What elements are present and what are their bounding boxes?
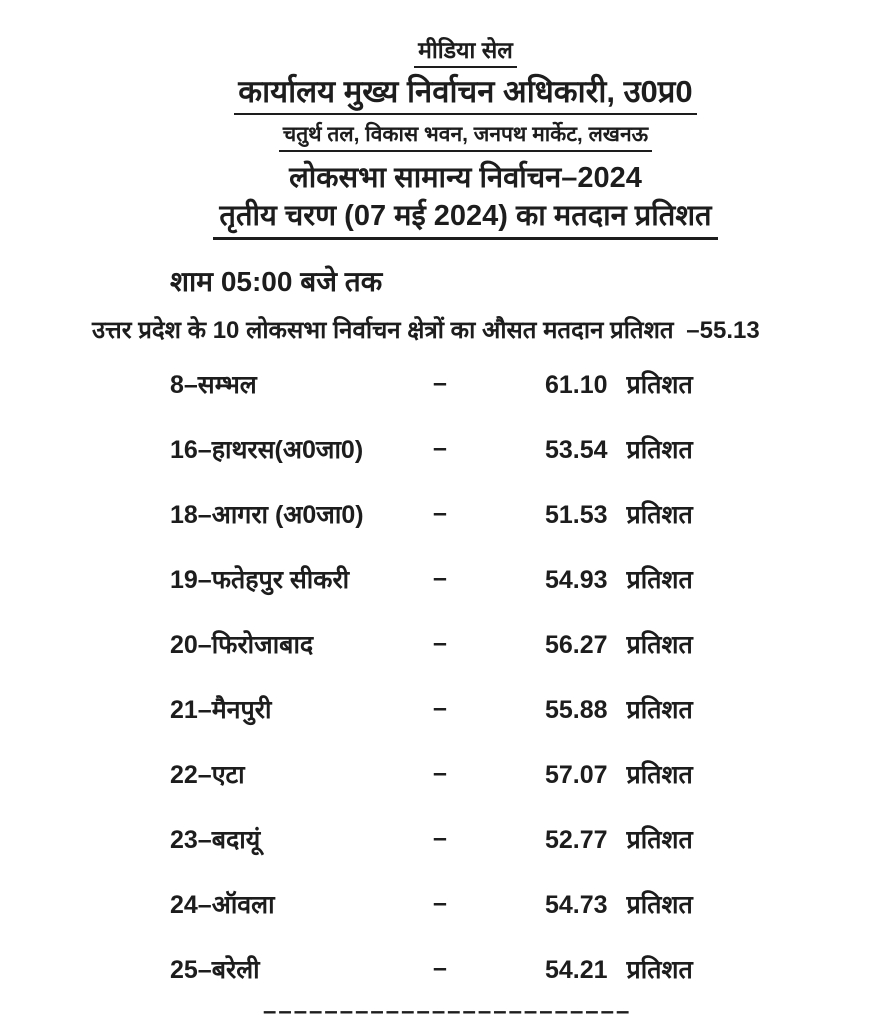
percent-value: 52.77 <box>545 825 608 854</box>
table-row: 24–ऑवला – 54.73 प्रतिशत <box>0 871 869 936</box>
constituency-label: 24–ऑवला <box>170 890 275 919</box>
percent-value: 53.54 <box>545 435 608 464</box>
summary-text: उत्तर प्रदेश के 10 लोकसभा निर्वाचन क्षेत… <box>92 317 674 344</box>
letterhead: मीडिया सेल कार्यालय मुख्य निर्वाचन अधिका… <box>0 0 869 152</box>
summary-average-value: –55.13 <box>686 317 760 344</box>
time-note: शाम 05:00 बजे तक <box>170 266 383 297</box>
percent-value: 56.27 <box>545 630 608 659</box>
dash-separator: – <box>433 629 447 657</box>
dash-separator: – <box>433 824 447 852</box>
constituency-label: 25–बरेली <box>170 955 260 984</box>
percent-value: 61.10 <box>545 370 608 399</box>
constituency-label: 8–सम्भल <box>170 370 257 399</box>
percent-unit: प्रतिशत <box>626 825 693 854</box>
dash-separator: – <box>433 434 447 462</box>
table-row: 21–मैनपुरी – 55.88 प्रतिशत <box>0 676 869 741</box>
percent-unit: प्रतिशत <box>626 630 693 659</box>
dash-separator: – <box>433 889 447 917</box>
table-row: 16–हाथरस(अ0जा0) – 53.54 प्रतिशत <box>0 416 869 481</box>
results-table: 8–सम्भल – 61.10 प्रतिशत 16–हाथरस(अ0जा0) … <box>0 351 869 1001</box>
percent-unit: प्रतिशत <box>626 435 693 464</box>
letterhead-address-line: चतुर्थ तल, विकास भवन, जनपथ मार्केट, लखनऊ <box>62 122 869 152</box>
constituency-label: 20–फिरोजाबाद <box>170 630 314 659</box>
percent-value: 55.88 <box>545 695 608 724</box>
summary-line: उत्तर प्रदेश के 10 लोकसभा निर्वाचन क्षेत… <box>92 314 869 347</box>
letterhead-office-line: कार्यालय मुख्य निर्वाचन अधिकारी, उ0प्र0 <box>62 73 869 115</box>
percent-cell: 57.07 प्रतिशत <box>545 757 693 791</box>
percent-unit: प्रतिशत <box>626 500 693 529</box>
percent-cell: 54.21 प्रतिशत <box>545 952 693 986</box>
percent-value: 51.53 <box>545 500 608 529</box>
table-row: 22–एटा – 57.07 प्रतिशत <box>0 741 869 806</box>
percent-cell: 54.73 प्रतिशत <box>545 887 693 921</box>
percent-unit: प्रतिशत <box>626 370 693 399</box>
percent-unit: प्रतिशत <box>626 890 693 919</box>
phase-title: तृतीय चरण (07 मई 2024) का मतदान प्रतिशत <box>213 198 718 240</box>
percent-unit: प्रतिशत <box>626 760 693 789</box>
dash-separator: – <box>433 369 447 397</box>
dash-separator: – <box>433 954 447 982</box>
table-row: 18–आगरा (अ0जा0) – 51.53 प्रतिशत <box>0 481 869 546</box>
percent-value: 57.07 <box>545 760 608 789</box>
constituency-label: 22–एटा <box>170 760 245 789</box>
percent-cell: 61.10 प्रतिशत <box>545 367 693 401</box>
percent-unit: प्रतिशत <box>626 565 693 594</box>
percent-cell: 51.53 प्रतिशत <box>545 497 693 531</box>
dash-separator: – <box>433 499 447 527</box>
constituency-label: 23–बदायूं <box>170 825 261 854</box>
percent-cell: 55.88 प्रतिशत <box>545 692 693 726</box>
constituency-label: 21–मैनपुरी <box>170 695 272 724</box>
percent-unit: प्रतिशत <box>626 695 693 724</box>
dash-separator: – <box>433 564 447 592</box>
percent-unit: प्रतिशत <box>626 955 693 984</box>
table-row: 20–फिरोजाबाद – 56.27 प्रतिशत <box>0 611 869 676</box>
percent-cell: 54.93 प्रतिशत <box>545 562 693 596</box>
document-title: लोकसभा सामान्य निर्वाचन–2024 तृतीय चरण (… <box>0 160 869 240</box>
media-cell-heading: मीडिया सेल <box>414 36 517 68</box>
constituency-label: 19–फतेहपुर सीकरी <box>170 565 350 594</box>
percent-value: 54.73 <box>545 890 608 919</box>
table-row: 19–फतेहपुर सीकरी – 54.93 प्रतिशत <box>0 546 869 611</box>
percent-cell: 56.27 प्रतिशत <box>545 627 693 661</box>
table-row: 8–सम्भल – 61.10 प्रतिशत <box>0 351 869 416</box>
letterhead-unit-line: मीडिया सेल <box>62 36 869 68</box>
table-row: 25–बरेली – 54.21 प्रतिशत <box>0 936 869 1001</box>
dash-separator: – <box>433 759 447 787</box>
divider-dashes: –––––––––––––––––––––––– <box>263 1001 632 1023</box>
percent-cell: 53.54 प्रतिशत <box>545 432 693 466</box>
phase-title-line: तृतीय चरण (07 मई 2024) का मतदान प्रतिशत <box>62 198 869 240</box>
election-title: लोकसभा सामान्य निर्वाचन–2024 <box>289 162 642 194</box>
percent-cell: 52.77 प्रतिशत <box>545 822 693 856</box>
dash-separator: – <box>433 694 447 722</box>
constituency-label: 18–आगरा (अ0जा0) <box>170 500 364 529</box>
percent-value: 54.93 <box>545 565 608 594</box>
office-address: चतुर्थ तल, विकास भवन, जनपथ मार्केट, लखनऊ <box>278 122 653 152</box>
constituency-label: 16–हाथरस(अ0जा0) <box>170 435 364 464</box>
percent-value: 54.21 <box>545 955 608 984</box>
table-row: 23–बदायूं – 52.77 प्रतिशत <box>0 806 869 871</box>
office-title: कार्यालय मुख्य निर्वाचन अधिकारी, उ0प्र0 <box>234 73 697 115</box>
